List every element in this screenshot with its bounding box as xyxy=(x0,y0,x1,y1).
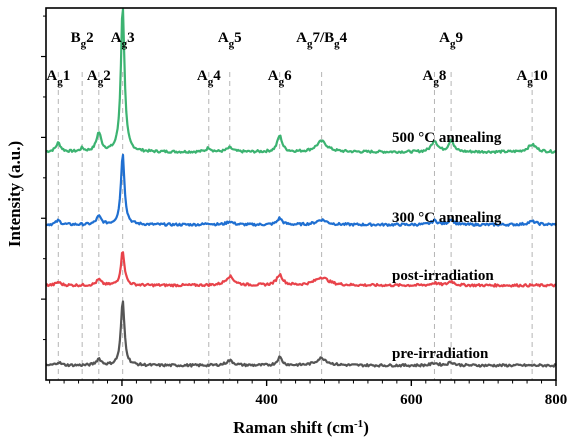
x-axis-label: Raman shift (cm-1) xyxy=(233,418,369,437)
peak-label-2: Ag2 xyxy=(87,68,111,88)
peak-label-5: Ag5 xyxy=(218,30,242,50)
series-label-0: 500 °C annealing xyxy=(392,130,502,146)
peak-label-7: Ag7/Bg4 xyxy=(296,30,348,50)
series-labels: 500 °C annealing 300 °C annealing post-irr… xyxy=(392,130,502,362)
peak-label-4: Ag4 xyxy=(197,68,221,88)
peak-label-10: Ag10 xyxy=(516,68,547,88)
peak-label-1: Bg2 xyxy=(71,30,94,50)
x-tick-label-3: 800 xyxy=(545,392,568,408)
x-tick-label-0: 200 xyxy=(111,392,134,408)
y-axis-label: Intensity (a.u.) xyxy=(5,141,24,247)
peak-label-3: Ag3 xyxy=(111,30,135,50)
axis-ticks: 200 400 600 800 xyxy=(41,15,568,408)
series-line-0 xyxy=(45,8,557,154)
series-label-3: pre-irradiation xyxy=(392,346,489,362)
series-line-1 xyxy=(45,153,557,227)
series-line-3 xyxy=(45,300,557,368)
series-label-2: post-irradiation xyxy=(392,268,494,284)
plot-frame xyxy=(45,7,557,381)
x-tick-label-2: 600 xyxy=(400,392,423,408)
peak-reference-lines xyxy=(57,72,533,380)
peak-label-9: Ag9 xyxy=(439,30,463,50)
series-line-2 xyxy=(45,251,557,288)
series-label-1: 300 °C annealing xyxy=(392,210,502,226)
peak-label-0: Ag1 xyxy=(46,68,70,88)
x-tick-label-1: 400 xyxy=(255,392,278,408)
spectra-group xyxy=(45,8,557,368)
peak-label-6: Ag6 xyxy=(268,68,292,88)
peak-label-8: Ag8 xyxy=(423,68,447,88)
